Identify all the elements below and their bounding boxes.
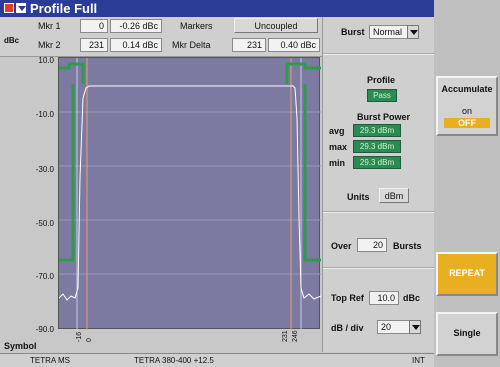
mkr2-position-field[interactable]: 231 [80,38,108,52]
mkr-delta-position: 231 [232,38,266,52]
burst-trace [58,85,322,301]
marker-panel: Mkr 1 0 -0.26 dBc Mkr 2 231 0.14 dBc Mar… [0,17,322,57]
x-tick-label: 246 [292,330,299,342]
profile-result-badge: Pass [367,89,397,102]
burst-dropdown-button[interactable] [407,25,419,39]
upper-mask-right [285,62,321,84]
units-button[interactable]: dBm [379,188,409,203]
mkr1-label: Mkr 1 [38,21,61,31]
lower-mask-left [59,84,75,262]
window-close-icon[interactable] [4,3,14,13]
y-tick-label: -90.0 [35,325,54,334]
min-power-value: 29.3 dBm [353,156,401,169]
top-ref-label: Top Ref [331,293,364,303]
x-tick-label: 231 [282,330,289,342]
divider [323,267,435,269]
mkr-delta-label: Mkr Delta [172,40,211,50]
mkr2-value: 0.14 dBc [110,38,162,52]
single-softkey[interactable]: Single [436,312,498,356]
status-bar: TETRA MS TETRA 380-400 +12.5 INT [0,353,434,367]
divider [323,211,435,213]
profile-label: Profile [367,75,396,85]
db-div-label: dB / div [331,323,364,333]
avg-power-value: 29.3 dBm [353,124,401,137]
burst-power-label: Burst Power [357,112,411,122]
title-bar: Profile Full [0,0,434,17]
max-power-value: 29.3 dBm [353,140,401,153]
markers-label: Markers [180,21,213,31]
y-tick-label: -70.0 [35,272,54,281]
y-tick-label: -10.0 [35,110,54,119]
chevron-down-icon [412,325,420,330]
y-tick-label: -50.0 [35,219,54,228]
status-band: TETRA 380-400 +12.5 [134,356,214,365]
x-axis-label: Symbol [4,341,37,351]
avg-label: avg [329,126,345,136]
y-tick-label: 10.0 [38,56,54,65]
y-tick-label: -30.0 [35,165,54,174]
profile-trace-svg [58,58,322,330]
mkr1-value: -0.26 dBc [110,19,162,33]
min-label: min [329,158,346,168]
window-menu-icon[interactable] [16,3,26,13]
status-reference: INT [412,356,425,365]
mkr1-position-field[interactable]: 0 [80,19,108,33]
plot-grid [59,111,321,275]
max-label: max [329,142,348,152]
lower-mask-right [303,84,321,262]
marker-coupling-button[interactable]: Uncoupled [234,18,318,33]
over-count-field[interactable]: 20 [357,238,387,252]
divider [323,53,435,55]
mkr-delta-value: 0.40 dBc [268,38,320,52]
repeat-softkey[interactable]: REPEAT [436,252,498,296]
top-ref-field[interactable]: 10.0 [369,291,399,305]
accumulate-softkey[interactable]: Accumulate on OFF [436,76,498,136]
window-title: Profile Full [30,1,98,16]
units-label: Units [347,192,370,202]
chevron-down-icon [410,30,418,35]
burst-label: Burst [341,27,365,37]
profile-plot[interactable] [58,57,322,330]
top-ref-unit: dBc [403,293,421,303]
y-axis-unit: dBc [4,36,20,45]
x-tick-label: -16 [76,331,83,342]
accumulate-off-option: OFF [444,118,490,128]
mkr2-label: Mkr 2 [38,40,61,50]
softkey-bar: Accumulate on OFF REPEAT Single [434,0,500,367]
over-label: Over [331,241,352,251]
accumulate-label: Accumulate [441,84,493,94]
settings-panel: Burst Normal Profile Pass Burst Power av… [322,17,435,352]
bursts-label: Bursts [393,241,422,251]
status-standard: TETRA MS [30,356,71,365]
db-div-dropdown-button[interactable] [409,320,421,334]
upper-mask-left [59,62,85,84]
accumulate-on-option: on [461,106,472,116]
x-tick-label: 0 [86,338,93,342]
